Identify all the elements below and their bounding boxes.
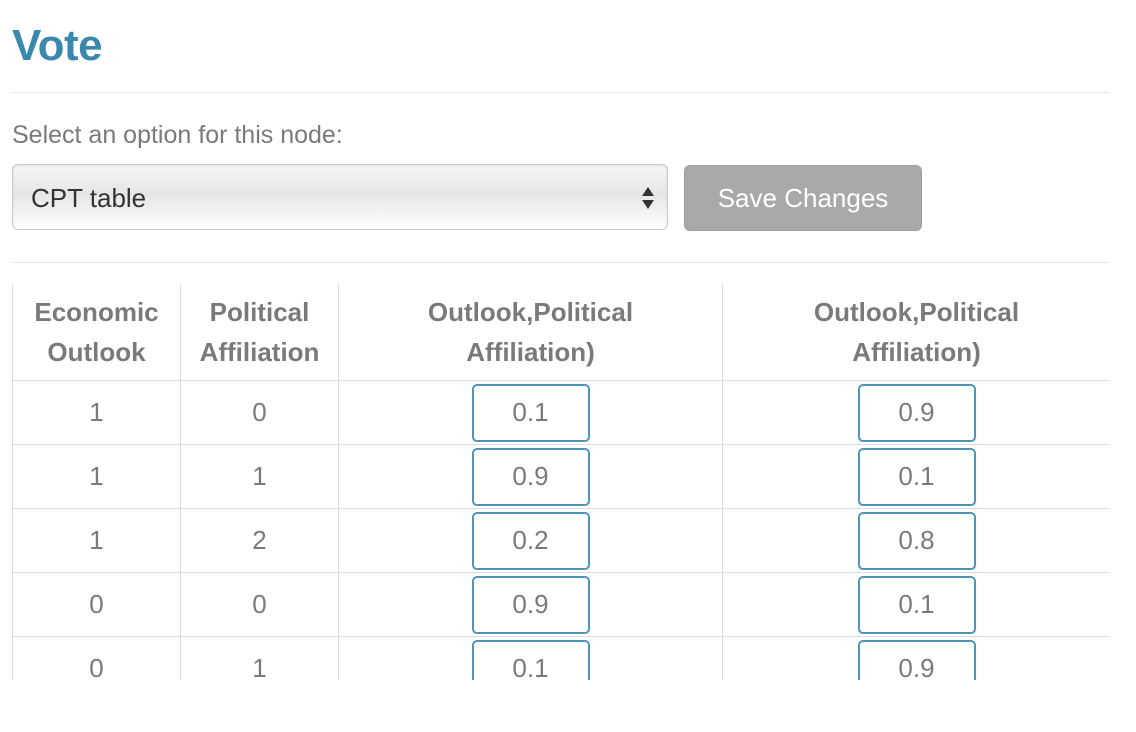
cell-prob-1 [338, 508, 723, 573]
header-probability-2: Outlook,Political Affiliation) [722, 284, 1110, 381]
table-row: 0 1 [12, 636, 1110, 680]
table-row: 1 0 [12, 380, 1110, 445]
probability-input[interactable] [471, 447, 590, 506]
cell-prob-2 [722, 380, 1110, 445]
cell-prob-2 [722, 636, 1110, 680]
save-changes-button[interactable]: Save Changes [684, 165, 922, 231]
cell-outlook: 1 [12, 380, 181, 445]
header-probability-1: Outlook,Political Affiliation) [338, 284, 723, 381]
cell-prob-1 [338, 572, 723, 637]
table-header-row: Economic Outlook Political Affiliation O… [12, 284, 1110, 381]
cell-outlook: 1 [12, 508, 181, 573]
cpt-table: Economic Outlook Political Affiliation O… [12, 284, 1110, 680]
probability-input[interactable] [471, 511, 590, 570]
cell-prob-1 [338, 444, 723, 509]
table-row: 1 1 [12, 444, 1110, 509]
select-value: CPT table [31, 183, 147, 213]
cell-affiliation: 0 [180, 572, 339, 637]
cell-prob-2 [722, 508, 1110, 573]
probability-input[interactable] [471, 575, 590, 634]
probability-input[interactable] [857, 447, 976, 506]
cell-outlook: 0 [12, 572, 181, 637]
select-label: Select an option for this node: [12, 121, 343, 149]
node-option-select[interactable]: CPT table [12, 164, 668, 230]
probability-input[interactable] [471, 383, 590, 442]
cell-outlook: 1 [12, 444, 181, 509]
cell-prob-1 [338, 380, 723, 445]
cell-affiliation: 1 [180, 444, 339, 509]
up-down-arrows-icon [642, 187, 654, 209]
header-political-affiliation: Political Affiliation [180, 284, 339, 381]
header-economic-outlook: Economic Outlook [12, 284, 181, 381]
probability-input[interactable] [857, 639, 976, 680]
table-row: 1 2 [12, 508, 1110, 573]
header-line: Economic [34, 297, 159, 327]
probability-input[interactable] [857, 511, 976, 570]
cell-affiliation: 0 [180, 380, 339, 445]
cell-prob-1 [338, 636, 723, 680]
cell-prob-2 [722, 444, 1110, 509]
page-title: Vote [12, 21, 103, 70]
probability-input[interactable] [857, 575, 976, 634]
cell-affiliation: 2 [180, 508, 339, 573]
probability-input[interactable] [857, 383, 976, 442]
probability-input[interactable] [471, 639, 590, 680]
header-line: Affiliation) [466, 337, 595, 367]
header-line: Outlook,Political [427, 297, 634, 327]
header-line: Outlook [47, 337, 146, 367]
cpt-table-container: Economic Outlook Political Affiliation O… [12, 284, 1110, 680]
cell-prob-2 [722, 572, 1110, 637]
header-line: Outlook,Political [813, 297, 1020, 327]
title-divider [12, 92, 1110, 93]
table-row: 0 0 [12, 572, 1110, 637]
header-line: Political [209, 297, 310, 327]
cell-outlook: 0 [12, 636, 181, 680]
header-line: Affiliation [199, 337, 320, 367]
header-line: Affiliation) [852, 337, 981, 367]
cell-affiliation: 1 [180, 636, 339, 680]
form-divider [12, 262, 1110, 263]
